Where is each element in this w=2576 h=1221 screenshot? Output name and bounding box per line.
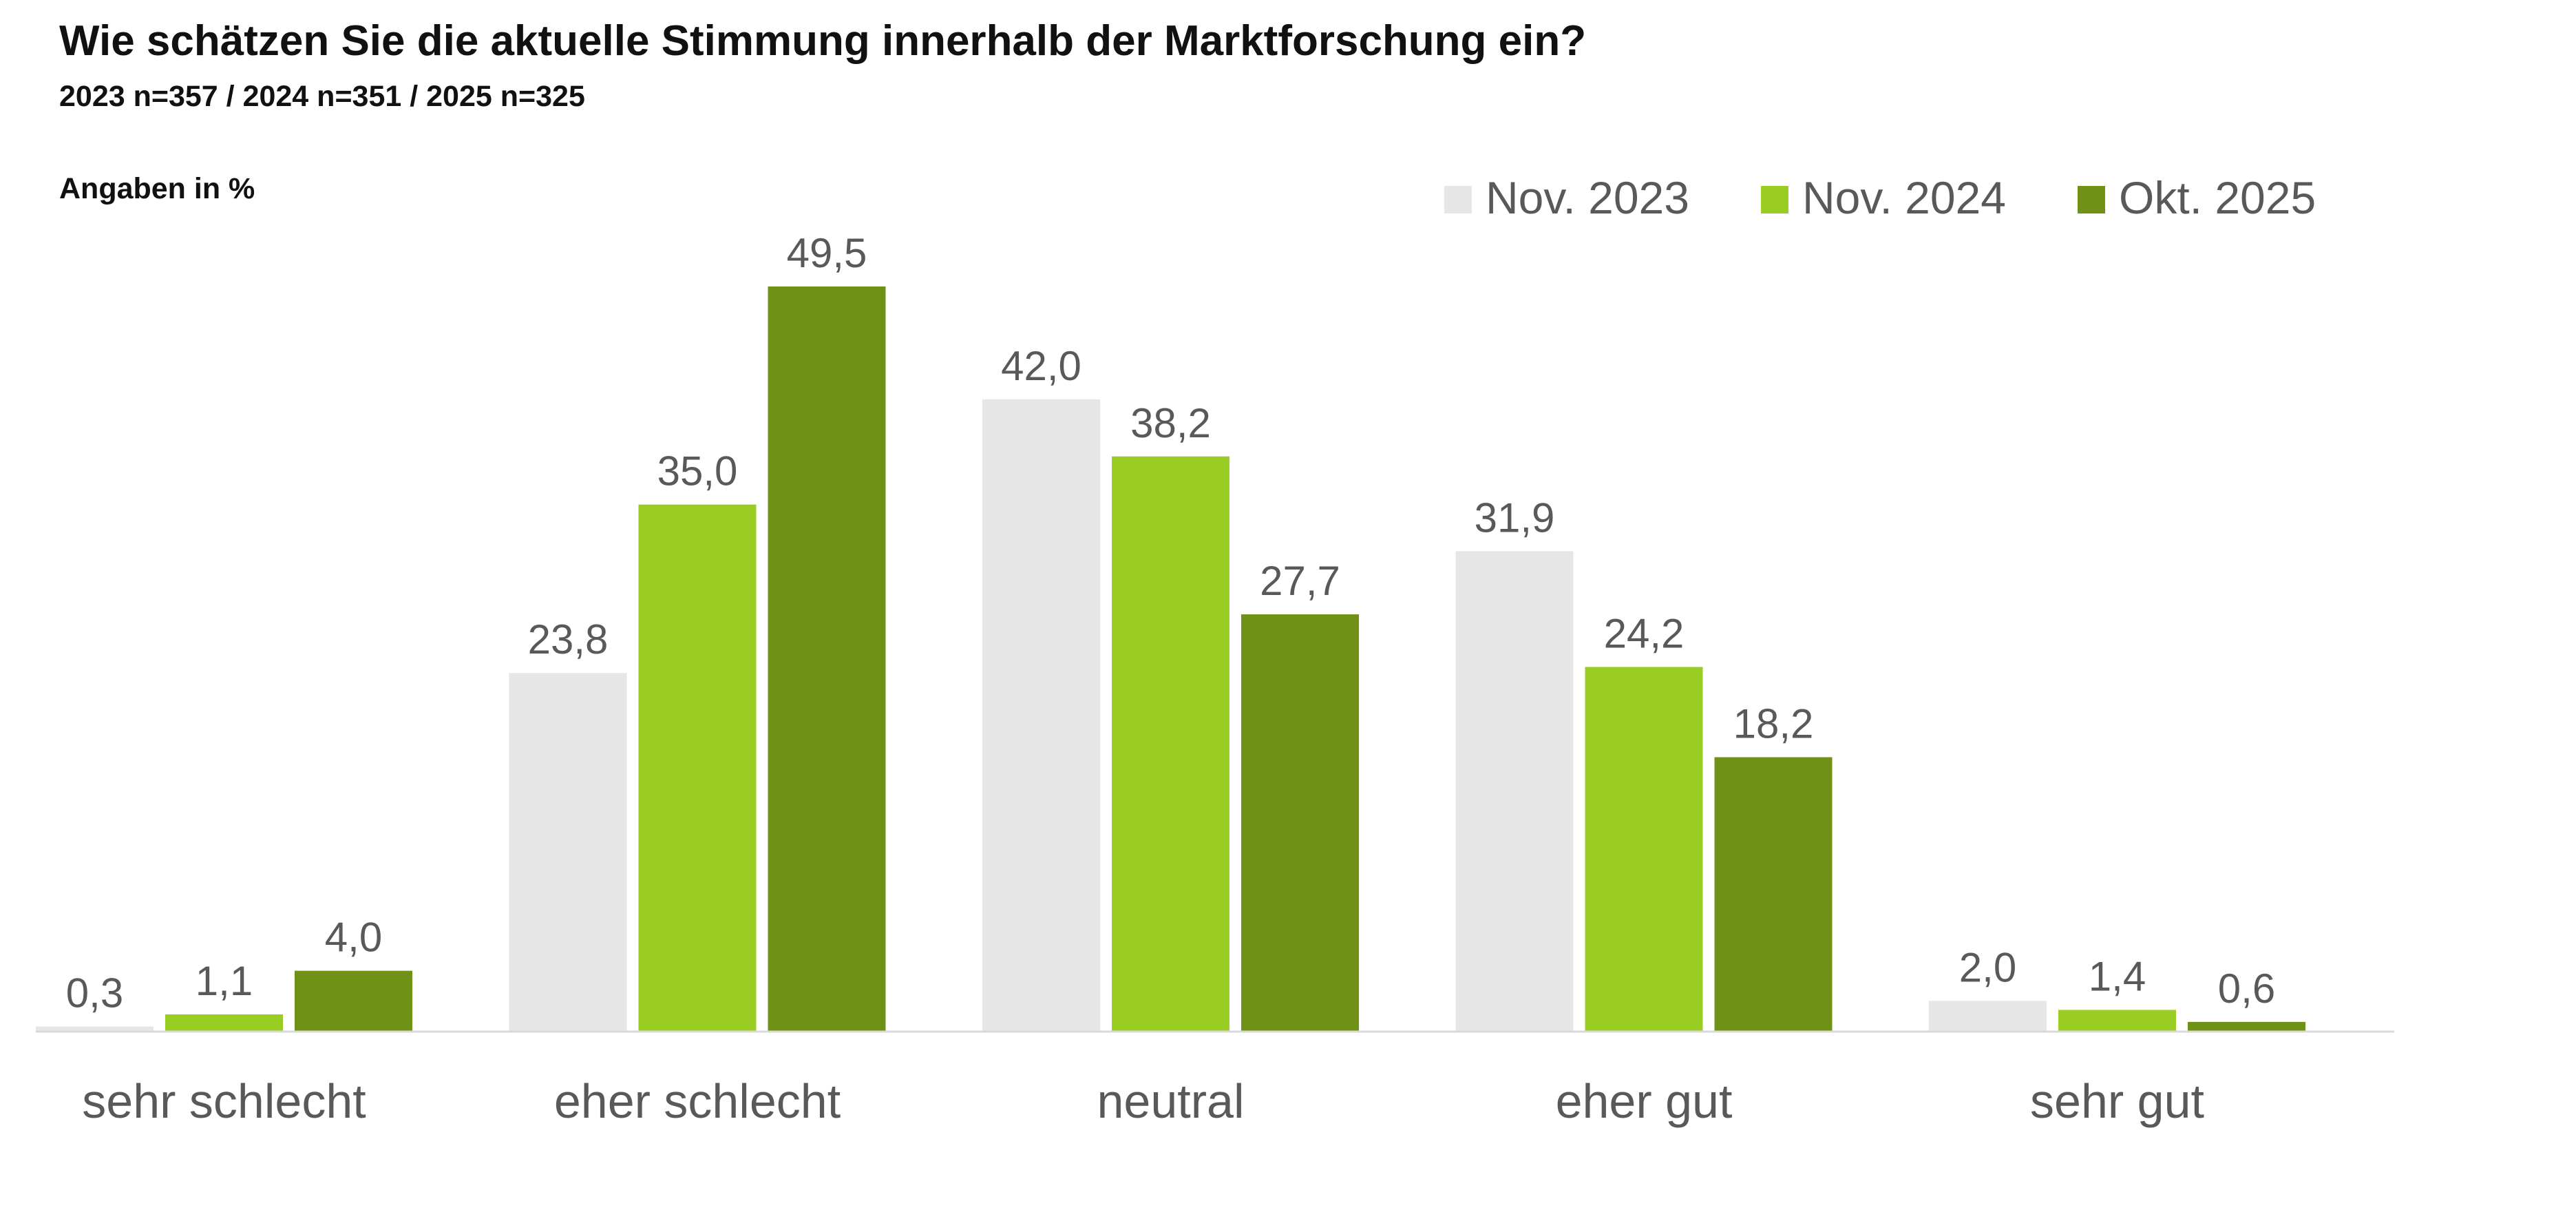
x-tick-label-neutral: neutral — [1097, 1074, 1244, 1128]
data-label-eher-schlecht-nov-2024: 35,0 — [657, 448, 738, 494]
chart-title: Wie schätzen Sie die aktuelle Stimmung i… — [59, 17, 1587, 65]
x-axis-tick-labels: sehr schlecht eher schlecht neutral eher gu… — [82, 1074, 2204, 1128]
bar-eher-gut-nov-2024 — [1585, 667, 1703, 1031]
x-tick-label-sehr-schlecht: sehr schlecht — [82, 1074, 366, 1128]
data-label-eher-schlecht-nov-2023: 23,8 — [528, 616, 609, 662]
bar-sehr-schlecht-okt-2025 — [295, 970, 412, 1031]
bar-sehr-schlecht-nov-2024 — [165, 1014, 283, 1031]
bar-sehr-gut-nov-2024 — [2058, 1010, 2176, 1031]
legend-swatch-nov-2023 — [1444, 186, 1472, 213]
bar-eher-gut-okt-2025 — [1714, 757, 1833, 1031]
data-label-neutral-nov-2023: 42,0 — [1001, 343, 1081, 389]
data-label-sehr-gut-nov-2023: 2,0 — [1959, 944, 2016, 990]
unit-note: Angaben in % — [59, 172, 255, 205]
x-tick-label-sehr-gut: sehr gut — [2030, 1074, 2204, 1128]
bar-eher-gut-nov-2023 — [1455, 551, 1574, 1031]
bar-neutral-okt-2025 — [1241, 614, 1359, 1031]
bar-neutral-nov-2024 — [1112, 456, 1229, 1031]
x-tick-label-eher-schlecht: eher schlecht — [554, 1074, 841, 1128]
bar-neutral-nov-2023 — [982, 399, 1100, 1031]
data-labels: 0,3 1,1 4,0 23,8 35,0 49,5 42,0 38,2 27,7 31,9 24,… — [66, 230, 2275, 1016]
legend-label-okt-2025: Okt. 2025 — [2119, 172, 2316, 223]
legend-label-nov-2023: Nov. 2023 — [1486, 172, 1689, 223]
legend-label-nov-2024: Nov. 2024 — [1802, 172, 2006, 223]
bar-group — [36, 286, 2305, 1031]
data-label-sehr-gut-okt-2025: 0,6 — [2218, 966, 2275, 1012]
bar-sehr-gut-nov-2023 — [1929, 1001, 2047, 1031]
data-label-sehr-gut-nov-2024: 1,4 — [2089, 953, 2146, 999]
data-label-eher-schlecht-okt-2025: 49,5 — [787, 230, 867, 276]
data-label-neutral-nov-2024: 38,2 — [1130, 400, 1211, 446]
bar-sehr-gut-okt-2025 — [2188, 1021, 2305, 1031]
bar-eher-schlecht-nov-2023 — [509, 673, 627, 1031]
bar-sehr-schlecht-nov-2023 — [36, 1026, 154, 1031]
data-label-eher-gut-okt-2025: 18,2 — [1733, 701, 1814, 747]
data-label-eher-gut-nov-2023: 31,9 — [1475, 494, 1555, 541]
data-label-neutral-okt-2025: 27,7 — [1260, 558, 1340, 604]
data-label-eher-gut-nov-2024: 24,2 — [1604, 611, 1685, 657]
data-label-sehr-schlecht-nov-2024: 1,1 — [196, 958, 253, 1004]
data-label-sehr-schlecht-okt-2025: 4,0 — [325, 915, 382, 961]
chart-subtitle: 2023 n=357 / 2024 n=351 / 2025 n=325 — [59, 80, 585, 113]
bar-eher-schlecht-okt-2025 — [768, 286, 886, 1031]
x-tick-label-eher-gut: eher gut — [1556, 1074, 1733, 1128]
legend-swatch-nov-2024 — [1761, 186, 1788, 213]
legend-swatch-okt-2025 — [2078, 186, 2105, 213]
data-label-sehr-schlecht-nov-2023: 0,3 — [66, 970, 123, 1016]
bar-eher-schlecht-nov-2024 — [638, 504, 757, 1031]
chart-legend: Nov. 2023 Nov. 2024 Okt. 2025 — [1444, 172, 2316, 223]
